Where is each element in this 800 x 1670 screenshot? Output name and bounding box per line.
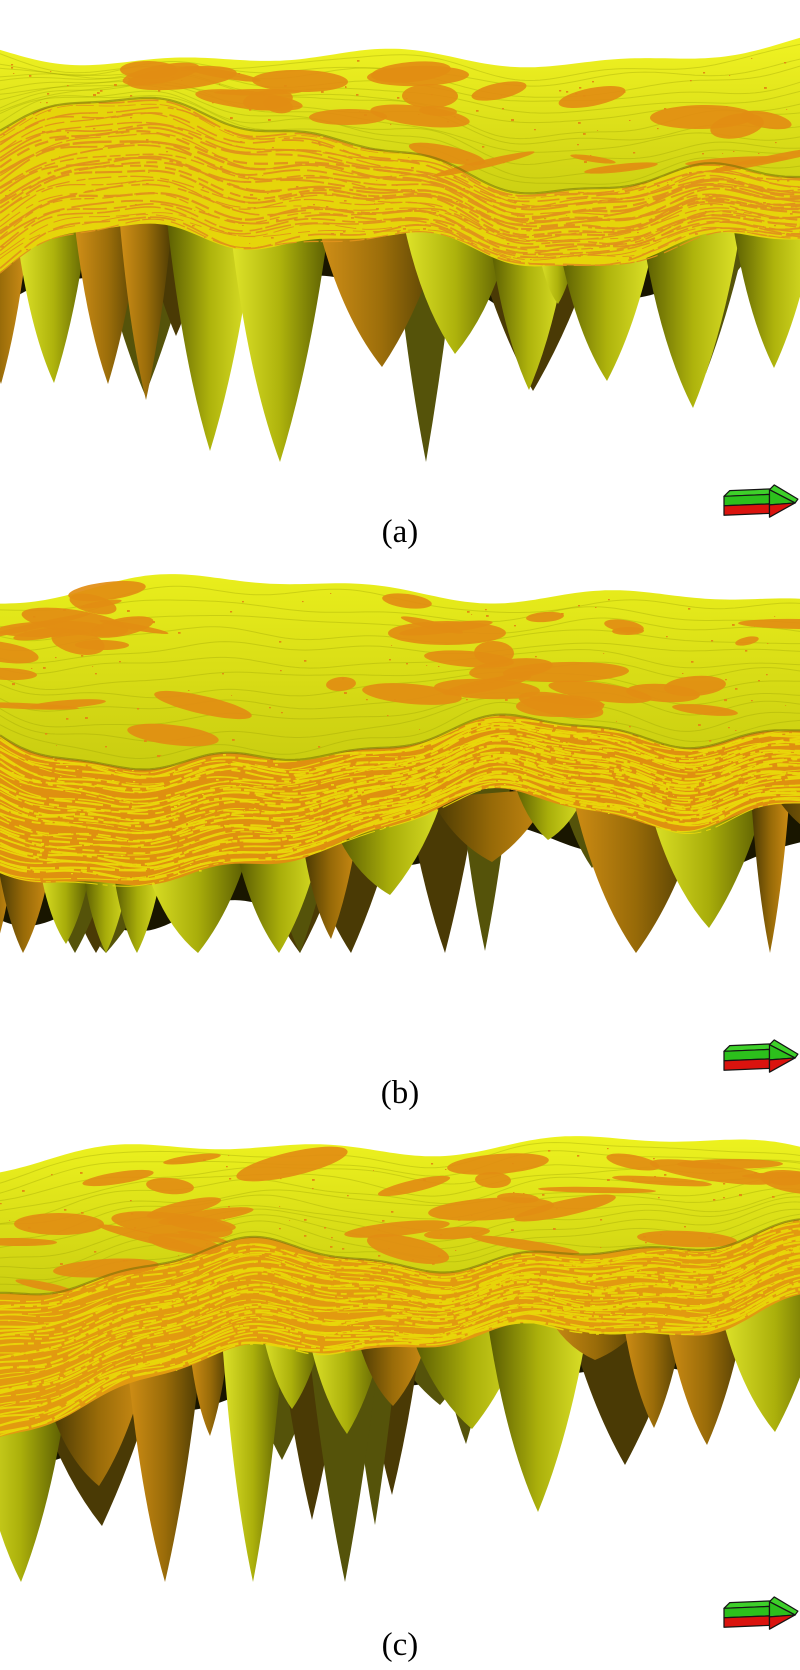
orientation-arrow-icon: [723, 484, 799, 518]
seismic-surface-render: [0, 1136, 800, 1582]
panel-a: (a): [0, 0, 800, 555]
orientation-arrow-icon: [723, 1596, 799, 1630]
orientation-arrow-icon: [723, 1039, 799, 1073]
subfigure-caption: (c): [381, 1627, 419, 1663]
seismic-surface-render: [0, 574, 800, 953]
subfigure-caption: (a): [381, 514, 419, 550]
panel-b: (b): [0, 555, 800, 1112]
panel-c: (c): [0, 1112, 800, 1670]
seismic-surface-render: [0, 37, 800, 462]
subfigure-caption: (b): [380, 1075, 420, 1111]
